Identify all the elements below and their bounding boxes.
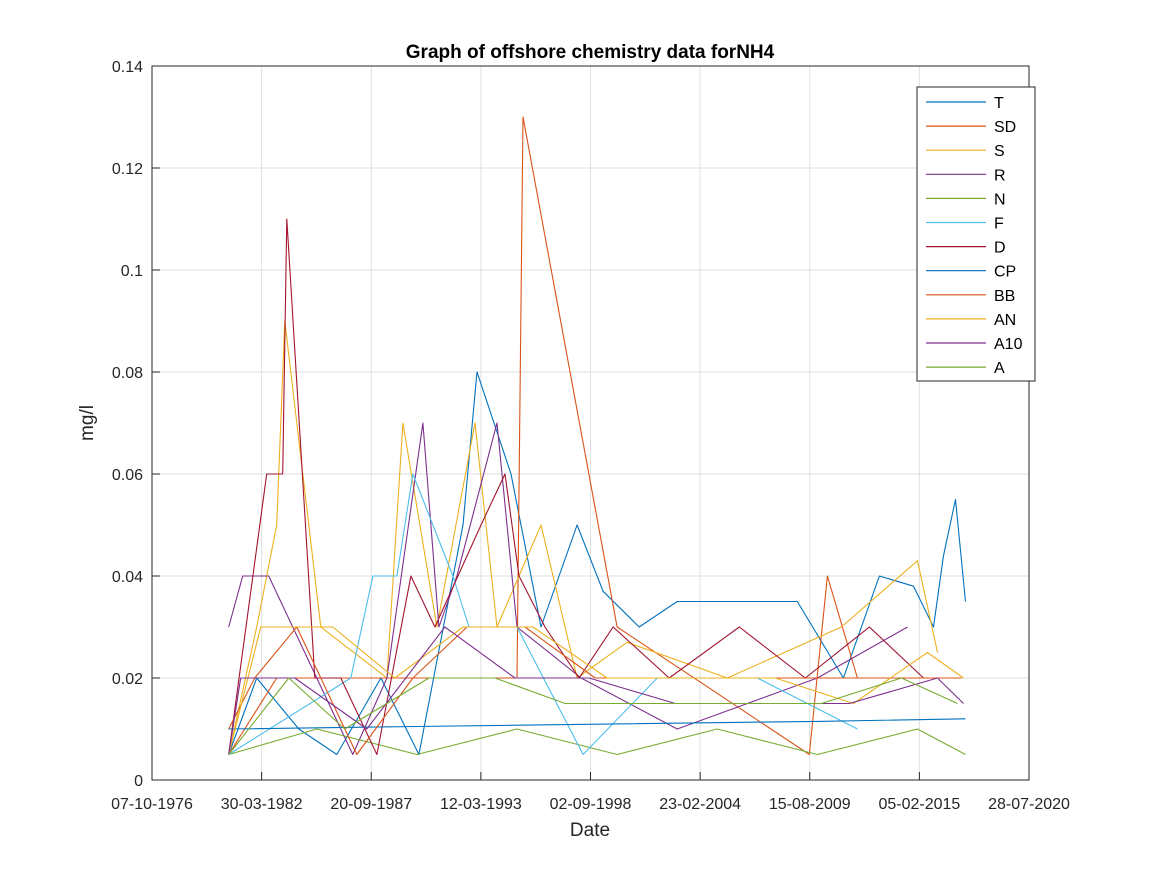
- series-line-cp: [228, 718, 966, 730]
- series-line-n: [228, 728, 966, 756]
- legend-label: S: [994, 143, 1005, 160]
- series-line-r: [228, 422, 908, 756]
- legend-label: D: [994, 240, 1006, 257]
- legend-label: CP: [994, 264, 1016, 281]
- x-tick-label: 05-02-2015: [878, 796, 960, 813]
- x-tick-label: 07-10-1976: [111, 796, 193, 813]
- series-group: [228, 116, 967, 756]
- x-tick-label: 23-02-2004: [659, 796, 741, 813]
- y-tick-label: 0.08: [112, 365, 143, 382]
- y-tick-label: 0.1: [121, 263, 143, 280]
- legend-label: R: [994, 167, 1006, 184]
- legend-label: A10: [994, 336, 1023, 353]
- x-axis-title: Date: [570, 820, 610, 841]
- y-tick-label: 0.02: [112, 671, 143, 688]
- y-tick-label: 0.04: [112, 569, 143, 586]
- chart-title: Graph of offshore chemistry data forNH4: [406, 42, 775, 63]
- y-tick-label: 0.06: [112, 467, 143, 484]
- x-tick-label: 28-07-2020: [988, 796, 1070, 813]
- x-tick-label: 20-09-1987: [330, 796, 412, 813]
- legend-label: T: [994, 95, 1004, 112]
- y-tick-label: 0: [134, 773, 143, 790]
- tick-marks: 07-10-1976 30-03-1982 20-09-1987 12-03-1993…: [111, 59, 1070, 813]
- legend-label: F: [994, 216, 1004, 233]
- series-line-t: [228, 371, 967, 756]
- x-tick-label: 15-08-2009: [769, 796, 851, 813]
- legend-label: A: [994, 360, 1005, 377]
- x-tick-label: 30-03-1982: [221, 796, 303, 813]
- y-tick-label: 0.14: [112, 59, 143, 76]
- y-axis-title: mg/l: [77, 405, 98, 441]
- series-line-an: [228, 626, 964, 755]
- y-tick-label: 0.12: [112, 161, 143, 178]
- series-line-a10: [228, 626, 964, 755]
- legend-label: SD: [994, 119, 1016, 136]
- series-line-d: [228, 218, 924, 756]
- legend-label: AN: [994, 312, 1016, 329]
- legend-label: BB: [994, 288, 1015, 305]
- series-line-s: [228, 320, 939, 755]
- legend-box: [916, 86, 1036, 382]
- x-tick-label: 02-09-1998: [550, 796, 632, 813]
- x-tick-label: 12-03-1993: [440, 796, 522, 813]
- legend-label: N: [994, 191, 1006, 208]
- series-line-a: [228, 677, 958, 755]
